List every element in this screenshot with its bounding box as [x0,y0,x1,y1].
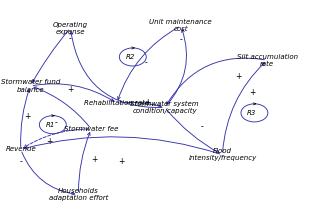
Text: Silt accumulation
rate: Silt accumulation rate [236,54,298,67]
Text: +: + [144,98,150,107]
Text: +: + [67,85,74,94]
Text: +: + [235,72,242,81]
Text: +: + [250,88,256,97]
Text: +: + [46,137,53,146]
Text: +: + [118,157,125,166]
Text: R2: R2 [125,54,135,60]
Text: -: - [144,58,147,67]
Text: R1: R1 [45,122,55,128]
Text: Stormwater fee: Stormwater fee [64,126,118,132]
Text: -: - [20,157,22,166]
Text: Households
adaptation effort: Households adaptation effort [49,188,108,201]
Text: R3: R3 [247,110,257,116]
Text: Unit maintenance
cost: Unit maintenance cost [149,19,212,32]
Text: -: - [200,122,203,131]
Text: -: - [55,118,57,127]
Text: -: - [180,35,182,44]
Text: Rehabilitation rate: Rehabilitation rate [84,100,149,106]
Text: -: - [69,34,72,43]
Text: Revenue: Revenue [5,146,36,152]
Text: +: + [24,112,30,121]
Text: Operating
expense: Operating expense [53,22,88,34]
Text: Flood
intensity/frequency: Flood intensity/frequency [188,148,257,161]
Text: Stormwater system
condition/capacity: Stormwater system condition/capacity [131,101,199,114]
Text: +: + [91,155,98,164]
Text: Stormwater fund
balance: Stormwater fund balance [1,80,60,92]
